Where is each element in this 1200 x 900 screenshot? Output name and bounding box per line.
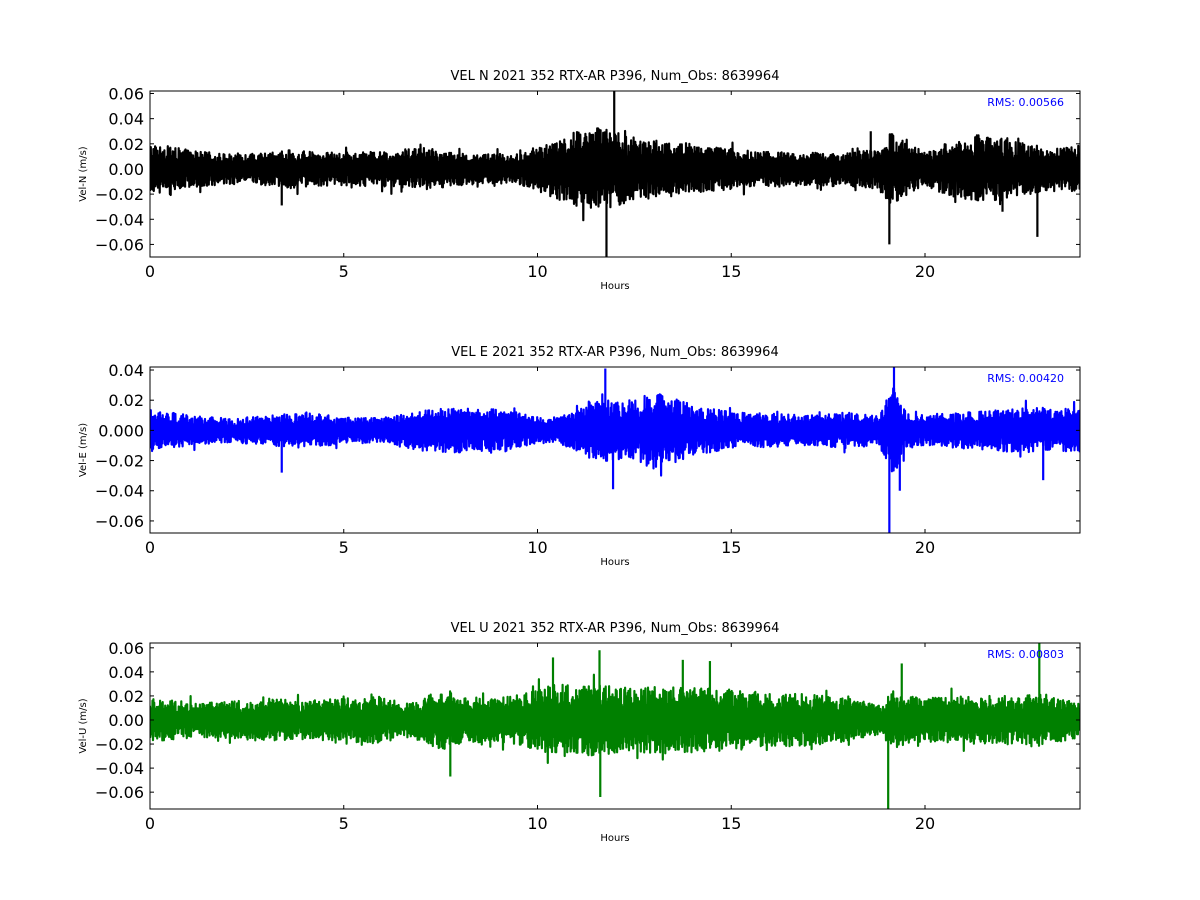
y-tick-label-up-5: 0.04 [108, 663, 144, 682]
x-tick-label-up-2: 10 [527, 814, 547, 833]
x-axis-label-east: Hours [600, 557, 629, 568]
y-tick-label-up-6: 0.06 [108, 639, 144, 658]
y-tick-label-north-5: 0.04 [108, 110, 144, 129]
y-tick-label-north-1: −0.04 [95, 210, 144, 229]
x-tick-label-up-4: 20 [915, 814, 935, 833]
x-tick-label-up-1: 5 [339, 814, 349, 833]
x-tick-label-up-0: 0 [145, 814, 155, 833]
y-tick-label-north-4: 0.02 [108, 135, 144, 154]
y-tick-label-up-2: −0.02 [95, 735, 144, 754]
x-tick-label-north-2: 10 [527, 262, 547, 281]
y-tick-label-east-0: −0.06 [95, 512, 144, 531]
y-tick-label-north-6: 0.06 [108, 85, 144, 104]
y-tick-label-east-1: −0.04 [95, 482, 144, 501]
y-tick-label-up-4: 0.02 [108, 687, 144, 706]
y-tick-label-east-4: 0.02 [108, 391, 144, 410]
panel-east: VEL E 2021 352 RTX-AR P396, Num_Obs: 863… [78, 345, 1081, 568]
y-tick-label-east-2: −0.02 [95, 452, 144, 471]
rms-annotation-north: RMS: 0.00566 [987, 96, 1064, 109]
x-axis-label-north: Hours [600, 281, 629, 292]
x-tick-label-up-3: 15 [721, 814, 741, 833]
series-trace-up [150, 673, 1080, 764]
x-tick-label-north-3: 15 [721, 262, 741, 281]
panels: VEL N 2021 352 RTX-AR P396, Num_Obs: 863… [78, 69, 1081, 844]
series-up [150, 643, 1080, 809]
rms-annotation-up: RMS: 0.00803 [987, 648, 1064, 661]
series-east [150, 367, 1080, 533]
x-tick-label-east-1: 5 [339, 538, 349, 557]
plot-frame-up [149, 642, 1081, 810]
series-north [150, 91, 1080, 257]
y-tick-label-north-3: 0.00 [108, 160, 144, 179]
y-tick-label-east-3: 0.000 [98, 421, 144, 440]
x-tick-label-east-0: 0 [145, 538, 155, 557]
x-tick-label-north-0: 0 [145, 262, 155, 281]
y-axis-label-up: Vel-U (m/s) [78, 698, 89, 753]
panel-up: VEL U 2021 352 RTX-AR P396, Num_Obs: 863… [78, 621, 1081, 844]
plot-frame-east [149, 366, 1081, 534]
panel-north: VEL N 2021 352 RTX-AR P396, Num_Obs: 863… [78, 69, 1081, 292]
y-tick-label-north-2: −0.02 [95, 185, 144, 204]
x-tick-label-east-2: 10 [527, 538, 547, 557]
y-tick-label-up-0: −0.06 [95, 783, 144, 802]
x-tick-label-north-4: 20 [915, 262, 935, 281]
panel-title-north: VEL N 2021 352 RTX-AR P396, Num_Obs: 863… [451, 69, 780, 84]
series-trace-east [150, 387, 1080, 477]
x-tick-label-east-3: 15 [721, 538, 741, 557]
y-tick-label-up-3: 0.00 [108, 711, 144, 730]
panel-title-east: VEL E 2021 352 RTX-AR P396, Num_Obs: 863… [451, 345, 778, 360]
x-tick-label-north-1: 5 [339, 262, 349, 281]
y-tick-label-up-1: −0.04 [95, 759, 144, 778]
y-axis-label-east: Vel-E (m/s) [78, 423, 89, 477]
x-axis-label-up: Hours [600, 833, 629, 844]
x-tick-label-east-4: 20 [915, 538, 935, 557]
plot-frame-north [149, 90, 1081, 258]
rms-annotation-east: RMS: 0.00420 [987, 372, 1064, 385]
y-tick-label-east-5: 0.04 [108, 361, 144, 380]
y-axis-label-north: Vel-N (m/s) [78, 146, 89, 201]
panel-title-up: VEL U 2021 352 RTX-AR P396, Num_Obs: 863… [451, 621, 780, 636]
y-tick-label-north-0: −0.06 [95, 235, 144, 254]
